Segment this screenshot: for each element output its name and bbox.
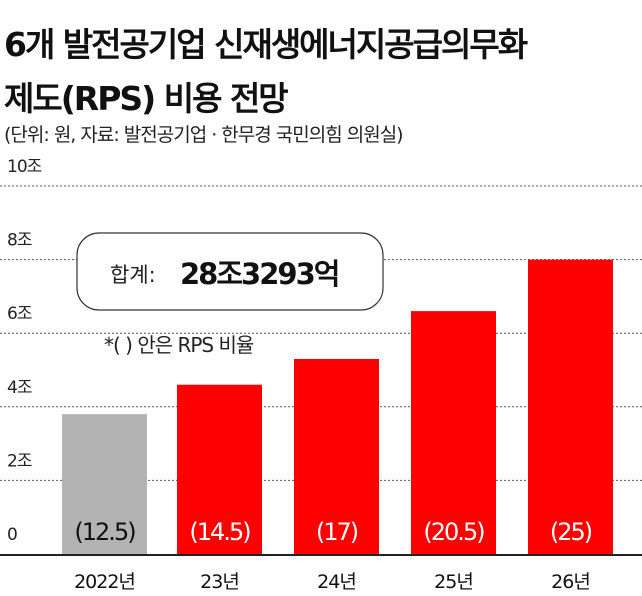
x-tick-label: 2022년 bbox=[74, 571, 135, 593]
x-tick-label: 24년 bbox=[317, 571, 356, 593]
note: *( ) 안은 RPS 비율 bbox=[104, 333, 254, 357]
x-tick-label: 25년 bbox=[434, 571, 473, 593]
total-label: 합계: bbox=[110, 263, 156, 287]
y-tick-label: 8조 bbox=[7, 231, 32, 251]
bar-23년 bbox=[177, 384, 262, 554]
title-line-2: 제도(RPS) 비용 전망 bbox=[4, 79, 289, 118]
bar-2022년 bbox=[62, 414, 147, 554]
y-tick-label: 0 bbox=[7, 525, 17, 545]
data-label: (25) bbox=[550, 518, 592, 546]
x-tick-label: 26년 bbox=[551, 571, 590, 593]
y-tick-label: 10조 bbox=[7, 157, 42, 177]
y-tick-label: 4조 bbox=[7, 378, 32, 398]
data-label: (14.5) bbox=[189, 518, 250, 546]
bar-25년 bbox=[411, 311, 496, 554]
data-label: (17) bbox=[316, 518, 358, 546]
subtitle: (단위: 원, 자료: 발전공기업 · 한무경 국민의힘 의원실) bbox=[4, 124, 404, 146]
x-tick-label: 23년 bbox=[200, 571, 239, 593]
y-tick-label: 2조 bbox=[7, 451, 32, 471]
y-tick-label: 6조 bbox=[7, 304, 32, 324]
total-value: 28조3293억 bbox=[180, 257, 338, 291]
bar-26년 bbox=[528, 259, 613, 554]
title-line-1: 6개 발전공기업 신재생에너지공급의무화 bbox=[4, 25, 528, 64]
data-label: (20.5) bbox=[423, 518, 484, 546]
total-box bbox=[76, 232, 384, 311]
bar-24년 bbox=[294, 358, 379, 554]
data-label: (12.5) bbox=[74, 518, 135, 546]
